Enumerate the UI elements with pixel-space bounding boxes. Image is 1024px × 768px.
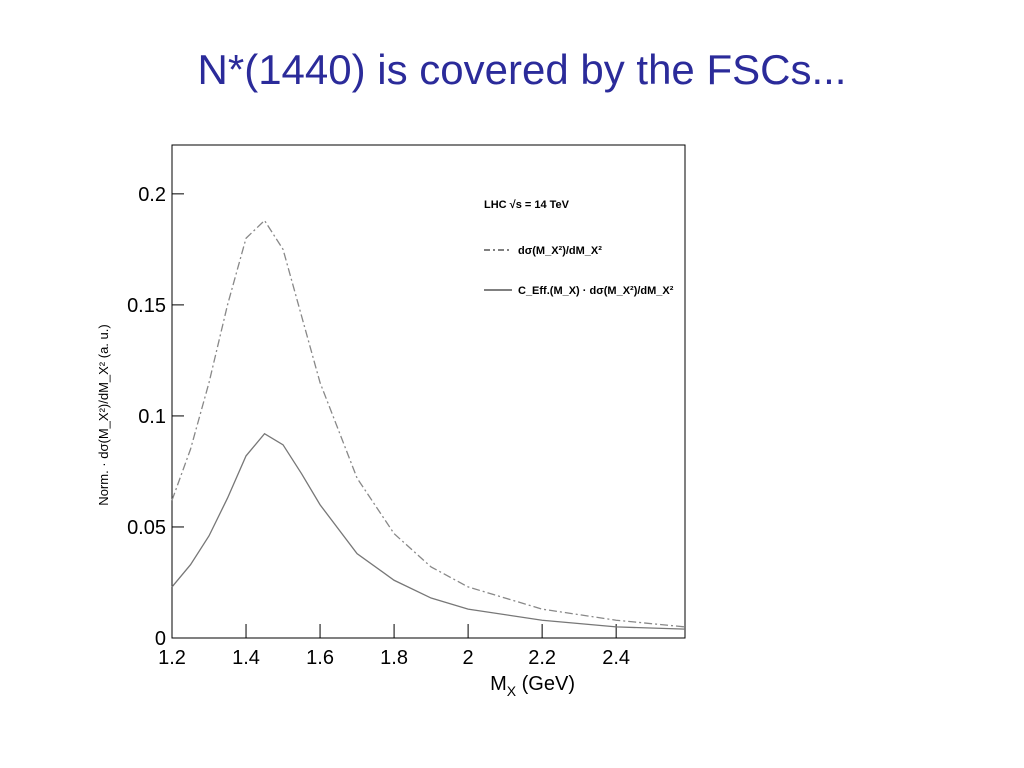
legend-label: C_Eff.(M_X) · dσ(M_X²)/dM_X² [518, 285, 674, 297]
x-axis-label: MX (GeV) [490, 673, 575, 699]
y-tick-label: 0.05 [127, 517, 166, 539]
slide-title: N*(1440) is covered by the FSCs... [198, 46, 847, 93]
x-tick-label: 1.4 [232, 647, 260, 669]
y-axis-label: Norm. · dσ(M_X²)/dM_X² (a. u.) [96, 324, 111, 505]
legend-label: dσ(M_X²)/dM_X² [518, 245, 602, 257]
x-tick-label: 1.2 [158, 647, 186, 669]
x-tick-label: 2.4 [602, 647, 630, 669]
y-tick-label: 0.2 [138, 184, 166, 206]
y-tick-label: 0.1 [138, 406, 166, 428]
y-tick-label: 0.15 [127, 295, 166, 317]
series-line [171, 432, 686, 630]
plot-frame [171, 144, 686, 639]
x-tick-label: 1.6 [306, 647, 334, 669]
x-tick-label: 1.8 [380, 647, 408, 669]
x-label-main: M [490, 673, 507, 695]
x-tick-label: 2 [463, 647, 474, 669]
legend-annotation: LHC √s = 14 TeV [484, 199, 570, 211]
x-label-rest: (GeV) [516, 673, 575, 695]
y-tick-label: 0 [155, 628, 166, 650]
x-tick-label: 2.2 [528, 647, 556, 669]
x-label-sub: X [507, 683, 517, 699]
series-line [171, 219, 686, 628]
